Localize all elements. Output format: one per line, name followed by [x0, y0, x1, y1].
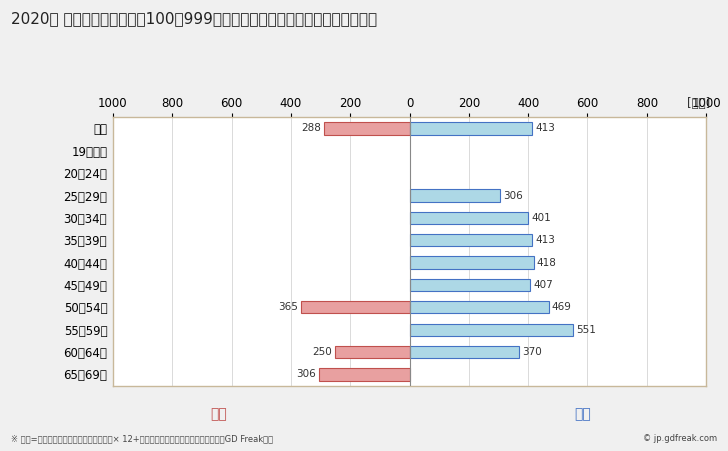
Bar: [409, 301, 549, 313]
Text: © jp.gdfreak.com: © jp.gdfreak.com: [643, 434, 717, 443]
Text: 469: 469: [552, 302, 571, 313]
Bar: [409, 257, 534, 269]
Text: 551: 551: [576, 325, 596, 335]
Text: 365: 365: [278, 302, 298, 313]
Bar: [409, 212, 529, 224]
Bar: [409, 279, 530, 291]
Bar: [409, 323, 573, 336]
Text: 401: 401: [531, 213, 551, 223]
Bar: [319, 368, 409, 381]
Text: 306: 306: [503, 190, 523, 201]
Bar: [336, 346, 409, 358]
Text: 女性: 女性: [210, 407, 227, 421]
Text: 288: 288: [301, 124, 321, 133]
Bar: [409, 122, 532, 134]
Bar: [409, 346, 519, 358]
Bar: [409, 189, 500, 202]
Bar: [409, 234, 532, 246]
Text: 2020年 民間企業（従業者数100〜999人）フルタイム労働者の男女別平均年収: 2020年 民間企業（従業者数100〜999人）フルタイム労働者の男女別平均年収: [11, 11, 377, 26]
Text: 407: 407: [533, 280, 553, 290]
Text: 418: 418: [537, 258, 556, 267]
Text: 413: 413: [535, 235, 555, 245]
Text: [万円]: [万円]: [687, 97, 710, 110]
Bar: [324, 122, 409, 134]
Text: 306: 306: [296, 369, 316, 379]
Text: 413: 413: [535, 124, 555, 133]
Text: ※ 年収=「きまって支給する現金給与額」× 12+「年間賞与その他特別給与額」としてGD Freak推計: ※ 年収=「きまって支給する現金給与額」× 12+「年間賞与その他特別給与額」と…: [11, 434, 273, 443]
Text: 250: 250: [312, 347, 333, 357]
Text: 男性: 男性: [574, 407, 591, 421]
Text: 370: 370: [522, 347, 542, 357]
Bar: [301, 301, 409, 313]
